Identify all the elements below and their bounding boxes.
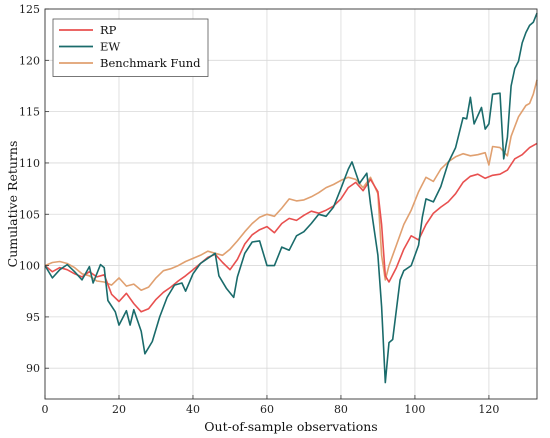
x-tick-label: 80 — [334, 403, 348, 416]
x-tick-label: 40 — [186, 403, 200, 416]
y-axis-title: Cumulative Returns — [5, 141, 20, 268]
y-tick-label: 90 — [26, 362, 40, 375]
legend-label: RP — [100, 23, 117, 37]
x-tick-label: 100 — [404, 403, 425, 416]
y-tick-label: 95 — [26, 311, 40, 324]
y-tick-label: 125 — [19, 3, 40, 16]
legend-label: Benchmark Fund — [100, 56, 201, 70]
plot-frame — [44, 8, 538, 400]
tick-layer: 0 20 40 60 80 100 120 90 95 100 105 110 115 120 125 — [19, 3, 499, 416]
x-tick-label: 120 — [478, 403, 499, 416]
grid-layer — [44, 8, 537, 399]
series-line-ew — [44, 12, 538, 384]
x-tick-label: 0 — [42, 403, 49, 416]
y-tick-label: 110 — [19, 157, 40, 170]
y-tick-label: 100 — [19, 260, 40, 273]
legend-label: EW — [100, 40, 120, 54]
x-tick-label: 60 — [260, 403, 274, 416]
series-line-benchmark-fund — [44, 79, 538, 291]
y-tick-label: 115 — [19, 106, 40, 119]
series-line-rp — [44, 142, 538, 313]
y-tick-label: 120 — [19, 54, 40, 67]
series-layer — [44, 12, 538, 384]
y-tick-label: 105 — [19, 208, 40, 221]
legend-box — [52, 18, 209, 77]
x-tick-label: 20 — [112, 403, 126, 416]
x-axis-title: Out-of-sample observations — [204, 419, 377, 434]
legend: RP EW Benchmark Fund — [52, 18, 209, 77]
